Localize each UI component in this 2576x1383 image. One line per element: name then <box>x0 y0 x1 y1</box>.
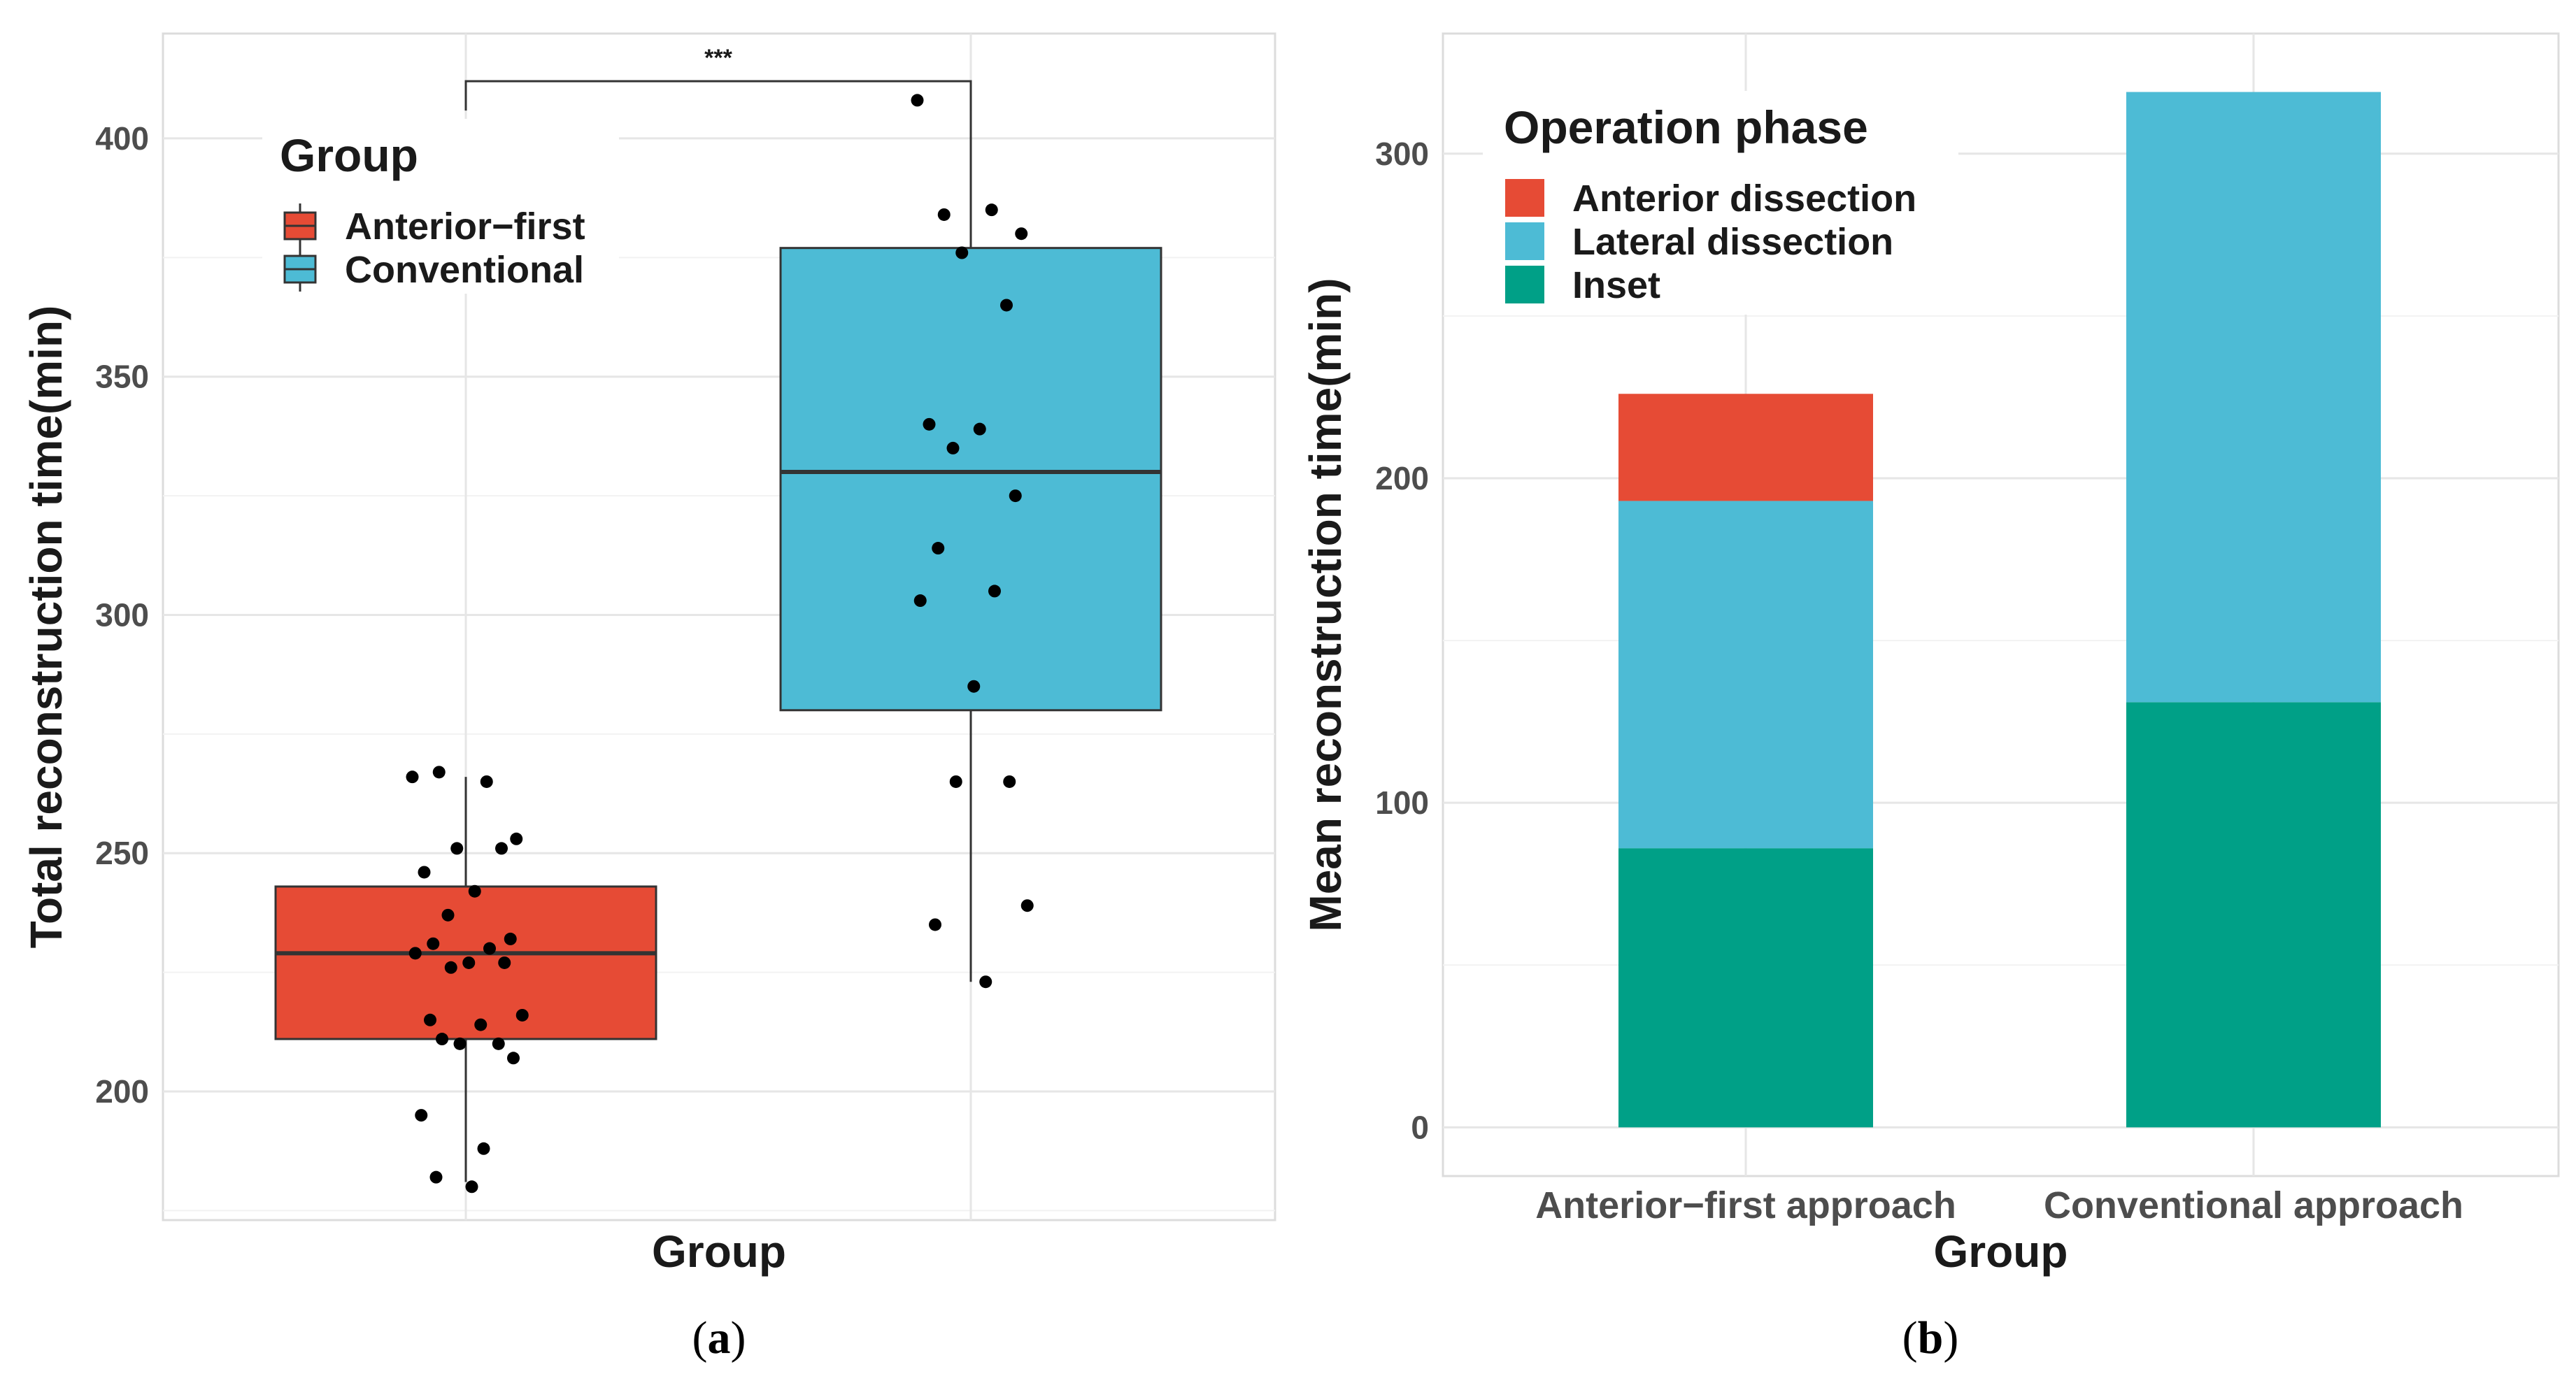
legend-background <box>1483 91 1958 315</box>
y-tick-label: 350 <box>95 359 149 395</box>
y-axis-title: Mean reconstruction time(min) <box>1300 278 1351 931</box>
legend-title: Operation phase <box>1504 101 1868 153</box>
legend-entry-label: Conventional <box>345 249 584 291</box>
data-point <box>468 884 481 898</box>
data-point <box>424 1013 436 1026</box>
data-point <box>492 1037 505 1050</box>
panel-letter: a <box>708 1312 731 1363</box>
data-point <box>498 956 511 969</box>
data-point <box>462 956 476 969</box>
significance-label: *** <box>704 45 732 71</box>
data-point <box>408 947 422 960</box>
y-axis-title: Total reconstruction time(min) <box>21 306 71 949</box>
data-point <box>436 1033 448 1046</box>
panel-open-paren: ( <box>692 1312 708 1363</box>
panel-close-paren: ) <box>731 1312 746 1363</box>
bar-segment-inset <box>2126 702 2381 1128</box>
data-point <box>923 417 936 431</box>
data-point <box>507 1052 520 1065</box>
panel-open-paren: ( <box>1902 1312 1918 1363</box>
data-point <box>418 866 431 879</box>
data-point <box>432 766 446 779</box>
legend-title: Group <box>280 129 418 181</box>
data-point <box>427 937 440 950</box>
y-tick-label: 300 <box>95 596 149 633</box>
y-tick-label: 200 <box>1375 460 1429 496</box>
data-point <box>474 1018 488 1031</box>
panel-b-stacked-bar: 0 100 200 300 Anterior−first approach Convent… <box>1300 32 2560 1363</box>
data-point <box>510 832 523 845</box>
y-tick-label: 300 <box>1375 136 1429 172</box>
panel-close-paren: ) <box>1943 1312 1958 1363</box>
legend-key-swatch <box>1505 222 1544 260</box>
data-point <box>477 1142 490 1155</box>
x-tick-label: Anterior−first approach <box>1535 1184 1956 1226</box>
y-tick-label: 250 <box>95 835 149 871</box>
legend-background <box>262 119 619 294</box>
panel-letter: b <box>1918 1312 1944 1363</box>
data-point <box>483 942 496 955</box>
y-tick-label: 200 <box>95 1073 149 1110</box>
data-point <box>929 918 941 931</box>
data-point <box>949 775 962 788</box>
data-point <box>913 594 927 608</box>
data-point <box>1003 775 1016 788</box>
legend-key-swatch <box>1505 266 1544 303</box>
bar-segment-anterior-dissection <box>1618 394 1873 501</box>
data-point <box>504 932 517 945</box>
panel-caption-a: (a) <box>692 1312 746 1363</box>
data-point <box>979 975 992 989</box>
data-point <box>1009 489 1022 503</box>
data-point <box>1015 227 1028 241</box>
data-point <box>946 441 960 454</box>
data-point <box>1000 299 1013 312</box>
data-point <box>441 908 455 922</box>
data-point <box>429 1170 443 1184</box>
data-point <box>985 203 998 217</box>
data-point <box>415 1109 428 1122</box>
data-point <box>973 422 986 436</box>
x-axis-title: Group <box>1934 1226 2068 1277</box>
data-point <box>515 1008 529 1022</box>
panel-caption-b: (b) <box>1902 1312 1959 1363</box>
legend-key-swatch <box>1505 179 1544 217</box>
legend-entry-label: Anterior−first <box>345 206 585 248</box>
box-1 <box>779 247 1162 712</box>
y-tick-label: 0 <box>1411 1109 1429 1145</box>
legend-entry-label: Anterior dissection <box>1572 178 1916 220</box>
data-point <box>967 680 981 693</box>
data-point <box>937 208 951 221</box>
bar-segment-inset <box>1618 848 1873 1128</box>
data-point <box>955 246 969 259</box>
x-axis-title: Group <box>652 1226 786 1277</box>
significance-bracket <box>464 80 972 111</box>
x-tick-label: Conventional approach <box>2044 1184 2463 1226</box>
data-point <box>1020 899 1034 912</box>
data-point <box>480 775 493 788</box>
bar-segment-lateral-dissection <box>1618 501 1873 849</box>
data-point <box>444 961 457 974</box>
data-point <box>911 94 924 107</box>
data-point <box>450 842 464 855</box>
data-point <box>932 542 945 555</box>
data-point <box>406 771 419 784</box>
y-tick-label: 400 <box>95 120 149 157</box>
legend-entry-label: Inset <box>1572 264 1660 306</box>
legend-entry-label: Lateral dissection <box>1572 221 1893 263</box>
bar-segment-lateral-dissection <box>2126 92 2381 703</box>
data-point <box>465 1180 478 1194</box>
panel-a-boxplot: 200 250 300 350 400 *** Group Anterior−firstCon… <box>21 32 1276 1363</box>
data-point <box>988 585 1001 598</box>
data-point <box>495 842 508 855</box>
y-tick-label: 100 <box>1375 784 1429 821</box>
data-point <box>453 1037 467 1050</box>
